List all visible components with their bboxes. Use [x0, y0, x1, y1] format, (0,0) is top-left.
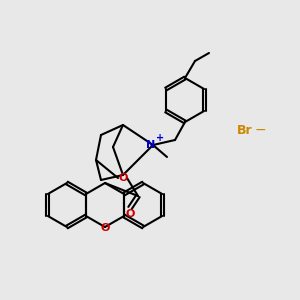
Text: O: O: [118, 173, 128, 183]
Text: −: −: [254, 123, 266, 137]
Text: O: O: [125, 209, 135, 219]
Text: N: N: [146, 140, 156, 150]
Text: Br: Br: [237, 124, 253, 136]
Text: O: O: [100, 223, 110, 233]
Text: +: +: [156, 133, 164, 143]
